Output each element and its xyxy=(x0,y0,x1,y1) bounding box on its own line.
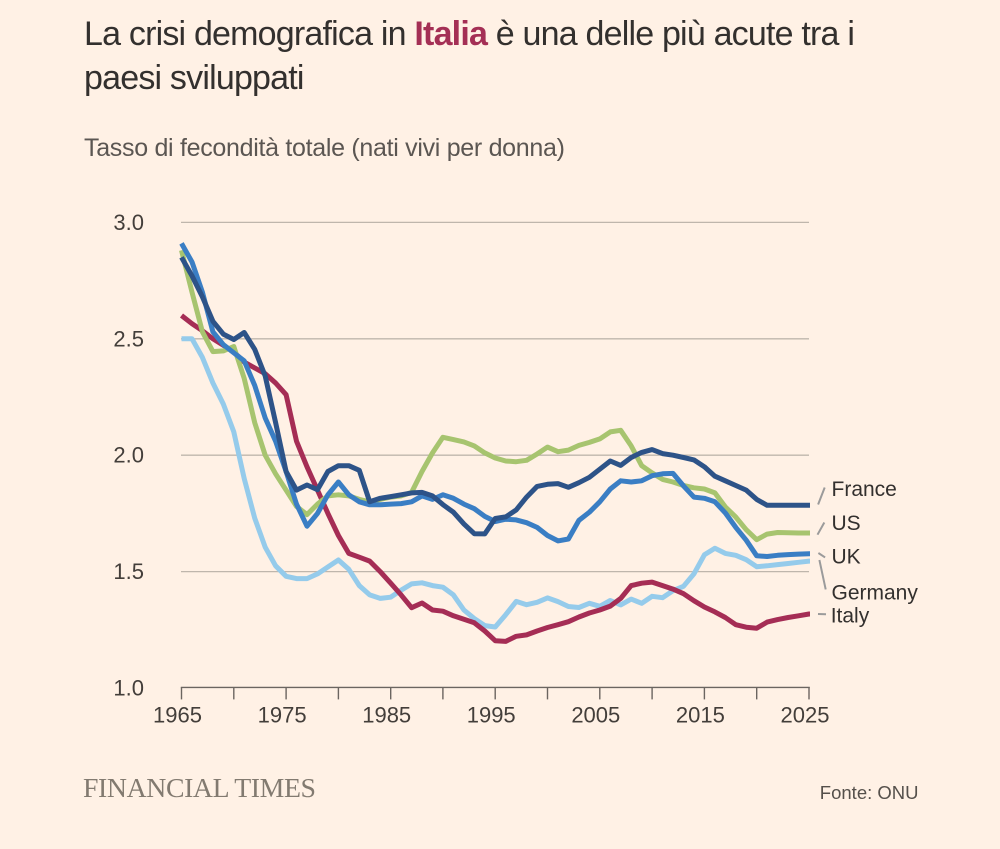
svg-text:Germany: Germany xyxy=(832,582,919,605)
svg-text:France: France xyxy=(832,478,897,501)
svg-text:2.0: 2.0 xyxy=(113,443,144,468)
svg-text:1975: 1975 xyxy=(258,703,307,728)
svg-text:Italy: Italy xyxy=(831,605,870,628)
svg-text:US: US xyxy=(832,512,861,535)
svg-text:2.5: 2.5 xyxy=(113,326,144,351)
svg-text:1985: 1985 xyxy=(362,703,411,728)
svg-text:2005: 2005 xyxy=(571,703,620,728)
svg-text:1.0: 1.0 xyxy=(113,676,144,701)
svg-text:1.5: 1.5 xyxy=(113,559,144,584)
svg-text:1965: 1965 xyxy=(153,703,202,728)
svg-text:UK: UK xyxy=(832,545,861,568)
svg-text:2025: 2025 xyxy=(781,703,830,728)
svg-text:3.0: 3.0 xyxy=(113,210,144,235)
svg-text:2015: 2015 xyxy=(676,703,725,728)
svg-text:1995: 1995 xyxy=(467,703,516,728)
